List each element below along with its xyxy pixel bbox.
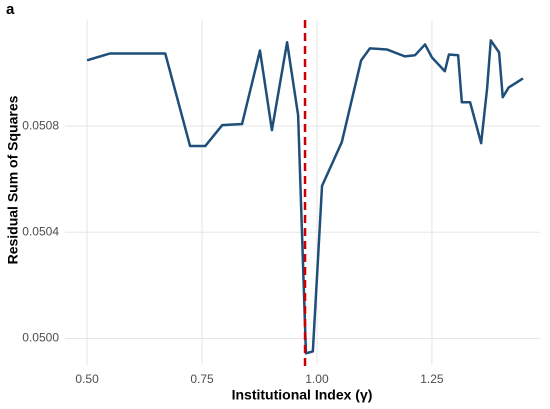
x-axis-label: Institutional Index (γ) (232, 387, 373, 403)
chart-title: a (6, 1, 15, 18)
y-tick-label: 0.0500 (22, 331, 59, 345)
y-axis-label: Residual Sum of Squares (5, 95, 21, 264)
x-tick-label: 0.75 (190, 372, 214, 386)
x-tick-label: 1.00 (305, 372, 329, 386)
line (86, 39, 524, 355)
x-tick-label: 1.25 (420, 372, 444, 386)
x-tick-label: 0.50 (75, 372, 99, 386)
y-tick-label: 0.0504 (22, 224, 59, 238)
y-tick-label: 0.0508 (22, 118, 59, 132)
